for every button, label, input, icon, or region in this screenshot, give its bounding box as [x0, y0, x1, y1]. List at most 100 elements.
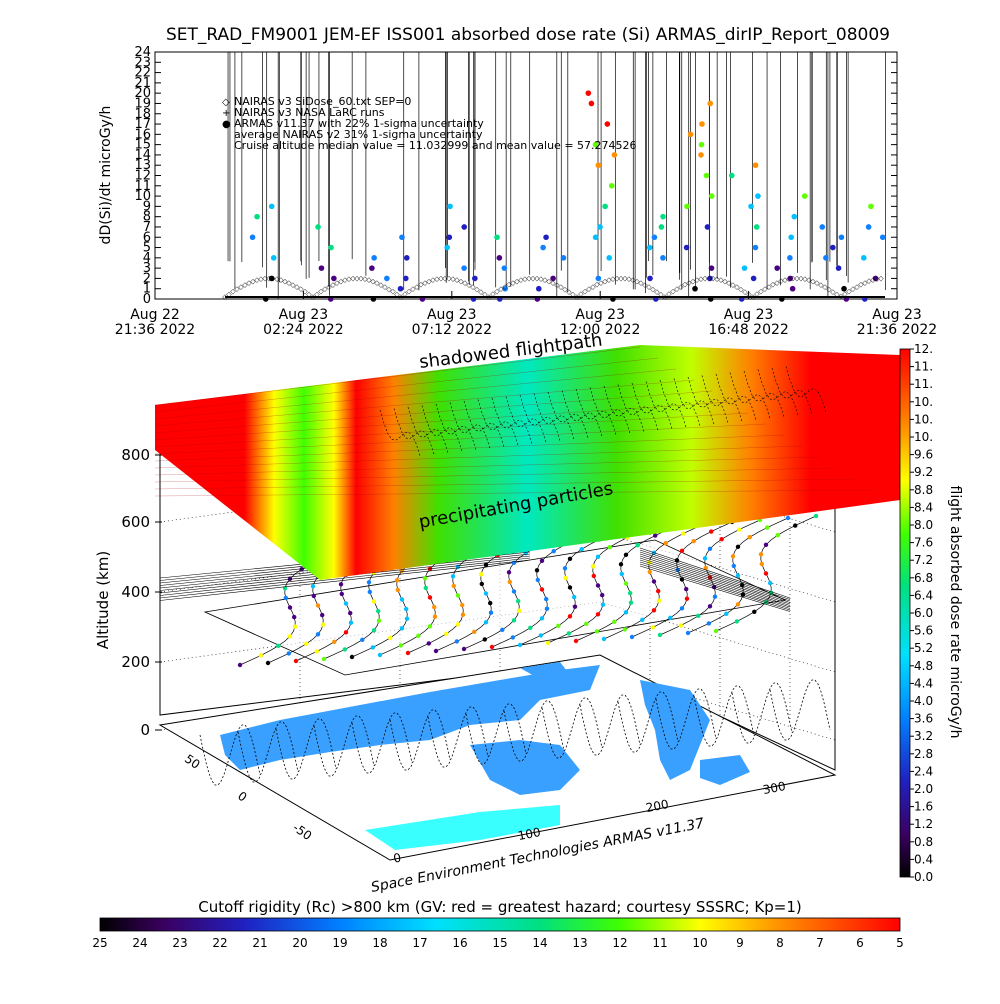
armas-point [604, 121, 611, 127]
nairas-point: ◇ [526, 275, 532, 283]
armas-point [472, 275, 478, 282]
orbit-dot [734, 619, 739, 624]
ground-track-line [503, 700, 565, 762]
orbit-dot [367, 589, 372, 595]
orbit-dot [299, 567, 304, 572]
orbit-dot [539, 558, 545, 563]
orbit-dot [404, 606, 409, 612]
orbit-dot [489, 644, 495, 650]
y-tick-label: 19 [134, 96, 151, 111]
orbit-dot [293, 658, 299, 664]
cutoff-rigidity-tick-label: 12 [612, 936, 627, 950]
nairas-point: ◇ [598, 279, 604, 287]
altitude-tick-label: 800 [121, 446, 150, 464]
cutoff-rigidity-tick-label: 16 [452, 936, 467, 950]
armas-point [750, 275, 757, 282]
armas-point [755, 193, 761, 199]
armas-point [753, 224, 760, 230]
y-tick-label: 21 [134, 76, 151, 91]
orbit-dot [763, 542, 769, 547]
nairas-point: ◇ [454, 276, 460, 284]
orbit-dot [653, 533, 658, 538]
nairas-point: ◇ [774, 279, 780, 287]
latitude-tick-label: -50 [290, 820, 314, 843]
shadow-line [639, 549, 791, 600]
nairas-point: ◇ [834, 290, 840, 298]
armas-point [646, 244, 653, 251]
armas-point [835, 265, 842, 271]
x-tick-label: 21:36 2022 [115, 322, 195, 338]
nairas-point: ◇ [434, 275, 440, 283]
nairas-point: ◇ [238, 283, 244, 291]
nairas-point: ◇ [242, 281, 248, 289]
dose-rate-tick-label: 2.4 [914, 764, 933, 778]
orbit-dot [612, 619, 617, 624]
y-tick-label: 3 [143, 261, 151, 276]
nairas-point: ◇ [682, 281, 688, 289]
nairas-point: ◇ [538, 275, 544, 283]
orbit-dot [511, 560, 517, 565]
cutoff-rigidity-tick-label: 20 [292, 936, 307, 950]
orbit-dot [696, 613, 701, 618]
continent-eurasia [220, 665, 600, 770]
armas-point [502, 285, 508, 292]
dose-rate-tick-label: 12. [914, 342, 933, 356]
armas-point [787, 275, 794, 282]
orbit-dot [775, 533, 780, 538]
orbit-dot [432, 614, 438, 619]
nairas-point: ◇ [326, 283, 332, 291]
orbit-dot [594, 629, 599, 634]
armas-point [611, 152, 618, 158]
orbit-dot [511, 589, 517, 594]
orbit-dot [551, 549, 556, 554]
legend-marker: + [222, 108, 230, 119]
dose-rate-tick-label: 6.0 [914, 606, 933, 620]
orbit-dot [426, 641, 431, 646]
dose-rate-tick-label: 9.6 [914, 448, 933, 462]
orbit-dot [572, 594, 577, 600]
armas-point [658, 224, 665, 230]
nairas-point: ◇ [470, 283, 476, 291]
cutoff-rigidity-colorbar-label: Cutoff rigidity (Rc) >800 km (GV: red = … [198, 898, 801, 916]
dose-rate-tick-label: 7.2 [914, 553, 933, 567]
y-tick-label: 13 [134, 158, 151, 173]
orbit-dot [679, 606, 685, 611]
cutoff-rigidity-tick-label: 9 [736, 936, 744, 950]
orbit-dot [455, 622, 461, 627]
orbit-dot [405, 650, 411, 656]
armas-point [608, 182, 615, 189]
orbit-dot [320, 612, 325, 618]
nairas-point: ◇ [366, 276, 372, 284]
shadow-line [639, 547, 791, 599]
armas-point [369, 265, 375, 271]
armas-point [535, 285, 542, 292]
slab-line [154, 401, 731, 441]
y-tick-label: 4 [143, 251, 151, 266]
legend-entry: NAIRAS v3 SiDose_60.txt SEP=0 [234, 95, 411, 108]
nairas-point: ◇ [246, 279, 252, 287]
orbit-dot [556, 623, 561, 628]
legend-entry: Cruise altitude median value = 11.032999… [234, 139, 637, 152]
slab-track-line [519, 394, 561, 441]
orbit-dot [399, 626, 405, 631]
orbit-dot [349, 654, 355, 660]
slab-line [154, 357, 659, 413]
cutoff-rigidity-tick-label: 15 [492, 936, 507, 950]
slab-track-line [631, 382, 673, 429]
armas-point [592, 141, 599, 148]
nairas-point: ◇ [302, 288, 308, 296]
armas-point [268, 275, 275, 282]
nairas-point: ◇ [630, 276, 636, 284]
nairas-point: ◇ [790, 275, 796, 283]
orbit-dot [433, 648, 439, 654]
orbit-dot [483, 620, 489, 625]
orbit-dot [651, 608, 657, 613]
y-tick-label: 12 [134, 169, 151, 184]
orbit-dot [539, 616, 545, 621]
slab-line [154, 489, 875, 497]
orbit-dot [416, 633, 421, 638]
armas-point [698, 152, 704, 158]
orbit-dot [724, 611, 729, 616]
armas-point [550, 275, 556, 282]
orbit-dot [545, 640, 551, 646]
